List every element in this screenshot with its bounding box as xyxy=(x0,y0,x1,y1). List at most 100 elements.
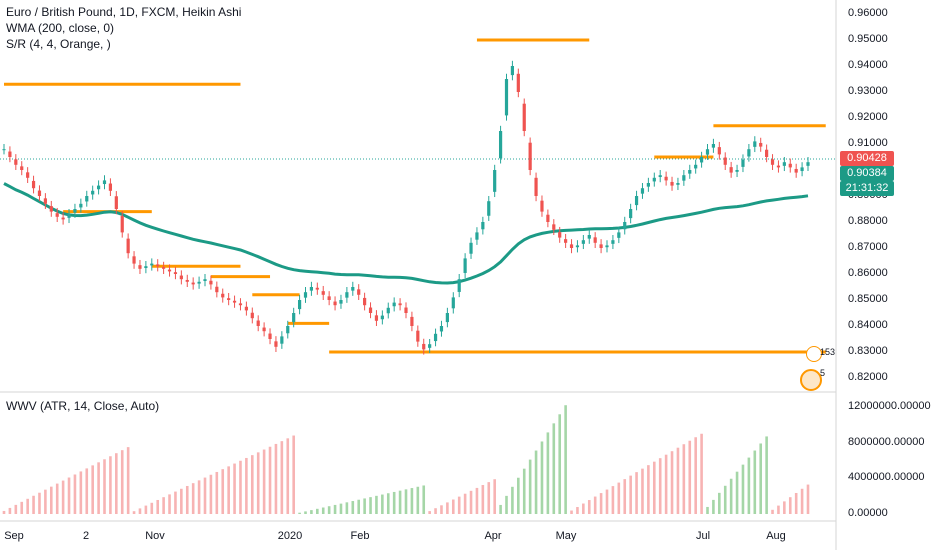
candle-body xyxy=(587,235,591,239)
volume-bar xyxy=(363,498,366,514)
volume-bar xyxy=(156,499,160,514)
volume-bar xyxy=(806,484,810,514)
volume-bar xyxy=(339,503,343,514)
volume-bar xyxy=(233,463,236,514)
volume-bar xyxy=(256,452,260,514)
volume-bar xyxy=(558,414,562,514)
volume-bar xyxy=(185,485,189,514)
time-tick-label: 2020 xyxy=(277,530,303,542)
volume-bar xyxy=(174,491,177,514)
candle-body xyxy=(120,216,124,233)
volume-bar xyxy=(712,499,715,514)
candle-body xyxy=(605,245,609,248)
price-tick-label: 0.91000 xyxy=(848,137,888,149)
volume-bar xyxy=(706,506,709,514)
volume-bar xyxy=(85,468,89,514)
candle-body xyxy=(540,200,544,212)
volume-bar xyxy=(250,455,254,514)
volume-bar xyxy=(777,505,780,514)
volume-bar xyxy=(333,504,337,514)
candle-body xyxy=(215,286,219,293)
volume-bar xyxy=(635,472,638,514)
volume-bar xyxy=(688,440,692,514)
candle-body xyxy=(268,333,272,339)
candle-body xyxy=(564,239,568,243)
volume-bar xyxy=(239,460,242,514)
countdown-tag: 21:31:32 xyxy=(840,181,894,196)
volume-bar xyxy=(203,477,207,514)
volume-bar xyxy=(292,435,295,514)
volume-bar xyxy=(392,491,396,514)
volume-bar xyxy=(499,504,502,514)
candle-body xyxy=(475,232,479,240)
volume-bar xyxy=(647,465,650,514)
volume-bar xyxy=(386,493,390,514)
candle-body xyxy=(528,142,532,170)
volume-bar xyxy=(280,441,284,514)
volume-bar xyxy=(398,490,402,514)
volume-bar xyxy=(351,501,355,514)
wwv-legend-pane: WWV (ATR, 14, Close, Auto) xyxy=(6,398,159,414)
candle-body xyxy=(398,303,402,306)
candle-body xyxy=(345,292,349,298)
time-tick-label: Sep xyxy=(4,530,24,542)
volume-bar xyxy=(180,488,183,514)
candle-body xyxy=(8,151,12,157)
candle-body xyxy=(380,315,384,320)
candle-body xyxy=(102,180,107,185)
volume-bar xyxy=(670,451,674,514)
candle-body xyxy=(114,196,118,209)
volume-bar xyxy=(103,459,106,514)
volume-bar xyxy=(570,510,573,514)
candle-body xyxy=(404,307,408,313)
candle-body xyxy=(510,66,515,76)
volume-bar xyxy=(91,465,94,514)
candle-body xyxy=(244,306,248,311)
volume-bar xyxy=(522,468,526,514)
main-legend: Euro / British Pound, 1D, FXCM, Heikin A… xyxy=(6,4,241,52)
price-tick-label: 0.84000 xyxy=(848,319,888,331)
candle-body xyxy=(85,196,89,202)
volume-bar xyxy=(410,488,414,514)
volume-bar xyxy=(404,489,408,514)
volume-bar xyxy=(61,480,65,514)
candle-body xyxy=(203,279,207,282)
price-tick-label: 0.92000 xyxy=(848,111,888,123)
wma-legend[interactable]: WMA (200, close, 0) xyxy=(6,21,115,35)
candle-body xyxy=(256,320,260,326)
candle-body xyxy=(26,172,30,178)
candle-body xyxy=(67,214,71,218)
volume-bar xyxy=(765,436,768,514)
volume-bar xyxy=(245,457,248,514)
volume-bar xyxy=(741,464,745,514)
candle-body xyxy=(309,287,314,291)
events-icon[interactable] xyxy=(806,346,822,362)
volume-bar xyxy=(138,508,142,514)
time-tick-label: Apr xyxy=(484,530,502,542)
candle-body xyxy=(91,190,95,195)
volume-bar xyxy=(552,423,556,514)
volume-bar xyxy=(771,509,774,514)
candle-body xyxy=(682,175,686,181)
candle-body xyxy=(386,307,390,314)
sr-legend[interactable]: S/R (4, 4, Orange, ) xyxy=(6,37,111,51)
volume-bar xyxy=(759,443,763,514)
volume-bar xyxy=(700,433,703,514)
candle-body xyxy=(351,287,355,291)
volume-bar xyxy=(517,477,520,514)
candle-body xyxy=(250,312,254,319)
candle-body xyxy=(410,316,414,326)
symbol-title[interactable]: Euro / British Pound, 1D, FXCM, Heikin A… xyxy=(6,5,242,19)
news-icon[interactable] xyxy=(800,369,822,391)
candle-body xyxy=(197,281,201,284)
volume-bar xyxy=(487,482,491,514)
candle-body xyxy=(31,180,36,189)
candle-body xyxy=(806,162,810,166)
wwv-legend[interactable]: WWV (ATR, 14, Close, Auto) xyxy=(6,399,160,413)
candle-body xyxy=(593,237,597,243)
candle-body xyxy=(433,333,438,342)
volume-bar xyxy=(316,508,319,514)
price-tick-label: 0.93000 xyxy=(848,85,888,97)
volume-bar xyxy=(469,490,473,514)
